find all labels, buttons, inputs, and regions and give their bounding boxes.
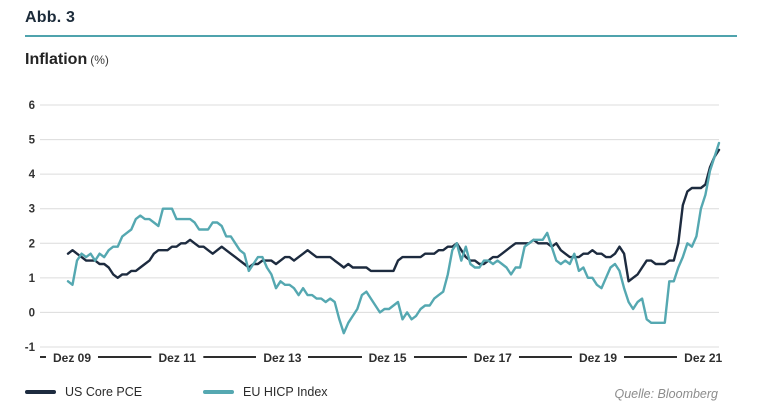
legend-label-us: US Core PCE <box>65 385 143 399</box>
y-tick-label: -1 <box>25 342 36 353</box>
legend-label-eu: EU HICP Index <box>243 385 328 399</box>
chart-title: Inflation (%) <box>25 51 109 69</box>
y-tick-label: 6 <box>29 100 35 112</box>
legend: US Core PCE EU HICP Index <box>0 384 760 400</box>
x-tick-label: Dez 11 <box>151 351 203 365</box>
y-tick-label: 3 <box>29 204 35 216</box>
y-tick-label: 0 <box>29 307 35 319</box>
y-tick-label: 4 <box>29 169 36 181</box>
legend-item-eu-hicp-index: EU HICP Index <box>203 384 328 400</box>
x-tick-label: Dez 21 <box>677 351 730 365</box>
line-chart: 6 5 4 3 2 1 0 -1 <box>25 100 721 353</box>
x-tick-label: Dez 17 <box>466 351 519 365</box>
x-tick-label: Dez 13 <box>256 351 309 365</box>
header-rule <box>25 35 737 37</box>
legend-swatch-eu-icon <box>203 390 234 394</box>
y-tick-label: 2 <box>29 238 35 250</box>
series-line-us-core-pce <box>66 148 721 283</box>
x-tick-label: Dez 19 <box>571 351 625 365</box>
chart-title-unit: (%) <box>90 53 109 67</box>
source-credit: Quelle: Bloomberg <box>614 387 718 401</box>
legend-item-us-core-pce: US Core PCE <box>25 384 142 400</box>
figure-label: Abb. 3 <box>25 9 76 26</box>
chart-title-text: Inflation <box>25 51 88 68</box>
y-tick-label: 1 <box>29 273 36 285</box>
x-tick-label: Dez 15 <box>361 351 414 365</box>
x-tick-label: Dez 09 <box>45 351 99 365</box>
legend-swatch-us-icon <box>25 390 56 394</box>
series-line-eu-hicp-index <box>66 141 721 335</box>
y-tick-label: 5 <box>29 135 36 147</box>
x-axis: Dez 09 Dez 11 Dez 13 Dez 15 Dez 17 Dez 19 Dez … <box>40 351 730 365</box>
